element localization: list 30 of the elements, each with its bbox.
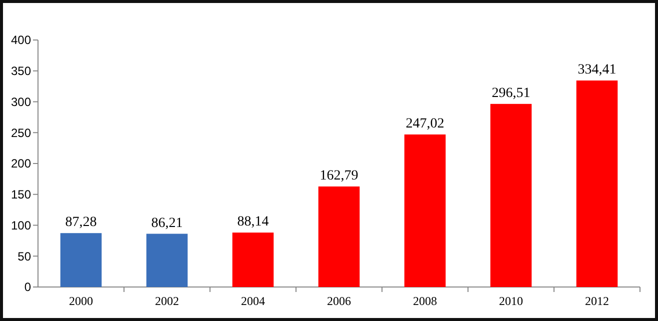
data-label: 87,28	[65, 215, 97, 230]
bar	[576, 80, 618, 287]
x-tick-label: 2002	[155, 294, 179, 308]
data-label: 247,02	[406, 116, 444, 132]
y-tick-label: 200	[10, 156, 32, 171]
x-tick-label: 2008	[413, 294, 437, 308]
y-tick-label: 250	[10, 126, 32, 140]
y-tick-label: 150	[10, 188, 32, 202]
bar	[60, 233, 102, 287]
data-label: 334,41	[578, 62, 616, 78]
x-tick-label: 2004	[241, 294, 265, 308]
bar	[232, 232, 274, 287]
x-tick-label: 2006	[327, 294, 351, 308]
bar	[404, 134, 446, 287]
x-tick-label: 2012	[585, 294, 609, 308]
y-tick-label: 350	[10, 64, 32, 78]
bar	[490, 104, 532, 287]
bar	[318, 186, 360, 287]
data-label: 162,79	[320, 168, 358, 184]
bar	[146, 234, 188, 287]
x-tick-label: 2010	[499, 294, 523, 308]
y-tick-label: 50	[18, 249, 32, 264]
data-label: 296,51	[492, 86, 530, 101]
y-tick-label: 300	[10, 94, 32, 109]
data-label: 86,21	[151, 216, 183, 231]
y-tick-label: 0	[24, 280, 32, 294]
data-label: 88,14	[237, 214, 269, 230]
x-tick-label: 2000	[69, 294, 93, 308]
y-tick-label: 100	[10, 218, 32, 232]
y-tick-label: 400	[10, 33, 32, 48]
